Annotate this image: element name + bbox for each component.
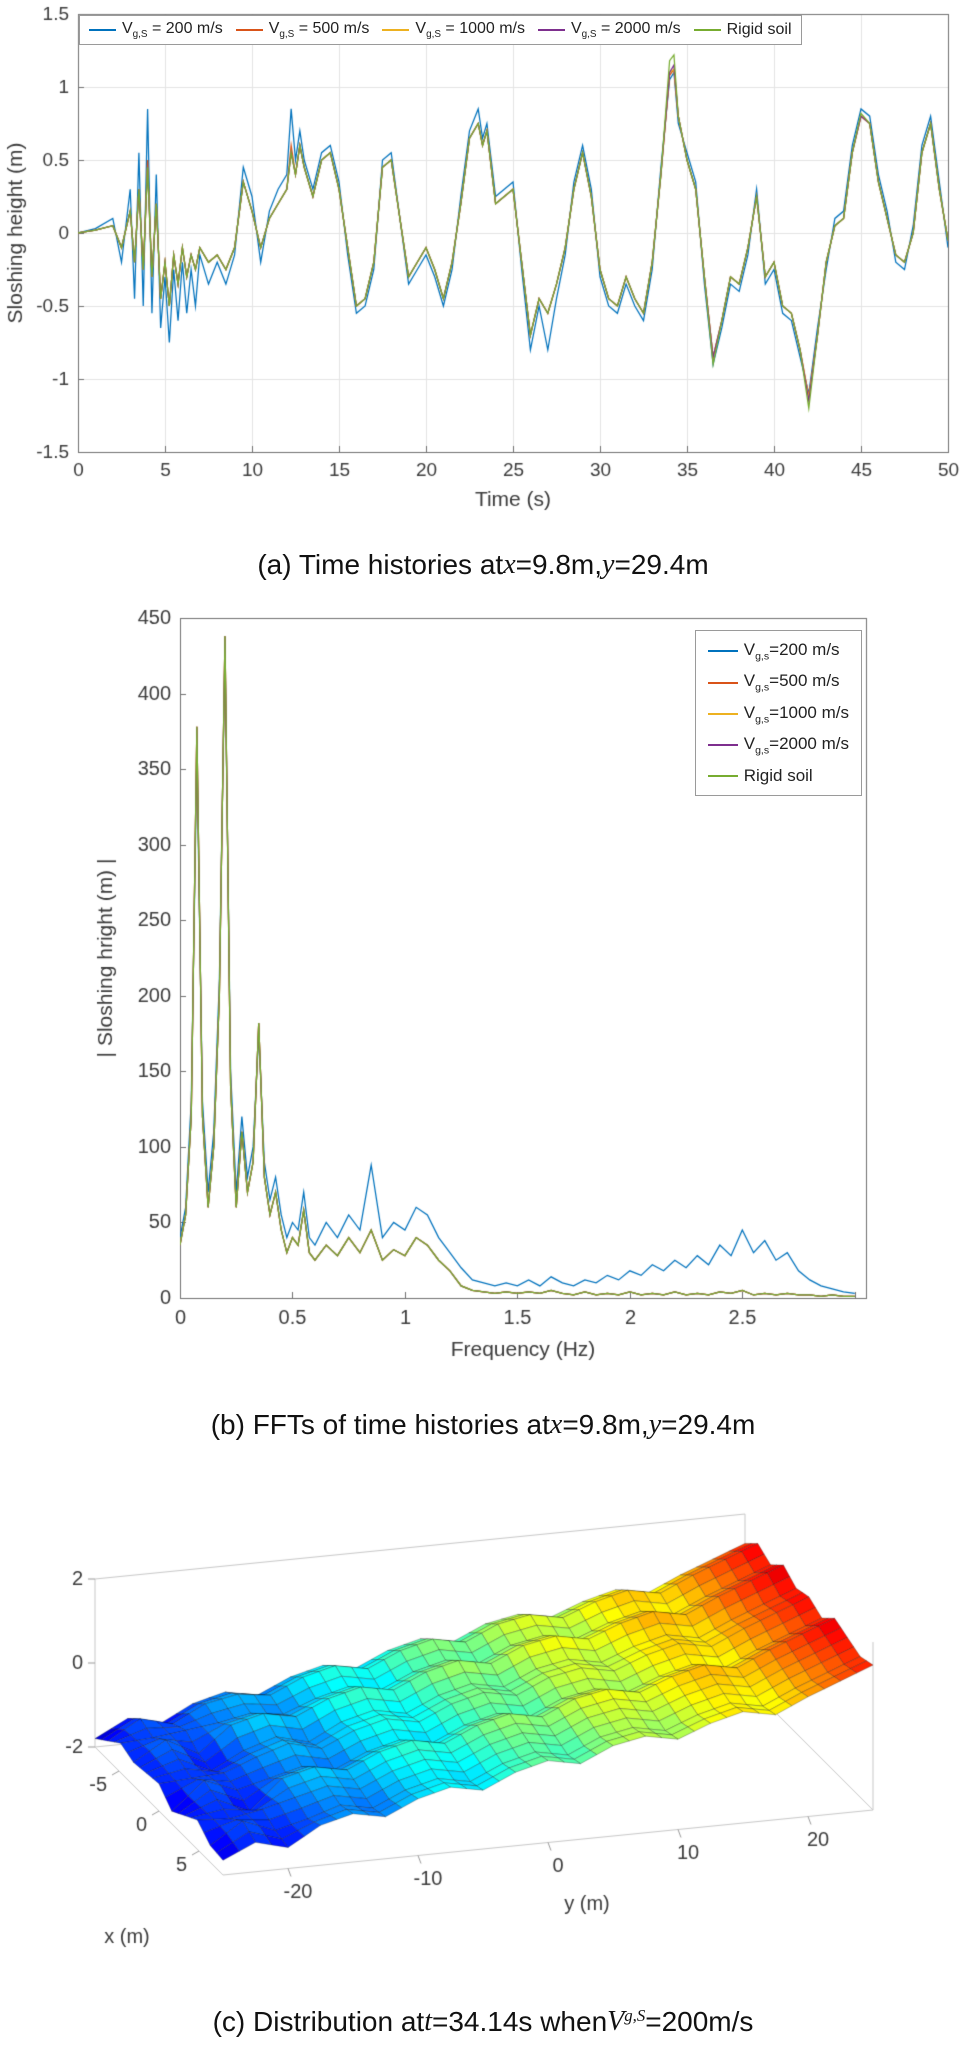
caption-text: x <box>503 549 516 580</box>
legend-entry: Rigid soil <box>707 765 813 786</box>
legend-line-swatch <box>707 774 738 777</box>
legend-line-swatch <box>235 29 263 32</box>
caption-text: (b) FFTs of time histories at <box>210 1409 550 1440</box>
legend-line-swatch <box>707 712 738 715</box>
legend-entry: Vg,S = 500 m/s <box>235 20 370 41</box>
caption-text: =200m/s <box>645 2006 754 2037</box>
caption-text: =9.8m, <box>562 1409 649 1440</box>
legend-entry: Rigid soil <box>693 21 792 39</box>
legend-label: Vg,S = 2000 m/s <box>571 20 681 41</box>
legend-entry: Vg,S = 200 m/s <box>89 20 223 40</box>
legend-entry: Vg,S = 1000 m/s <box>382 20 525 40</box>
caption-text: y <box>602 549 615 580</box>
caption-text: y <box>648 1409 662 1440</box>
legend-line-swatch <box>693 29 721 32</box>
legend-entry: Vg,S = 2000 m/s <box>538 20 681 40</box>
legend-line-swatch <box>538 29 565 32</box>
caption-text: g,S <box>624 2006 646 2025</box>
caption-a: (a) Time histories at x =9.8m, y =29.4m <box>0 530 966 600</box>
caption-text: (c) Distribution at <box>212 2006 425 2037</box>
caption-text: x <box>549 1409 563 1440</box>
caption-b: (b) FFTs of time histories at x =9.8m, y =… <box>0 1390 966 1460</box>
legend-label: Vg,s=1000 m/s <box>743 702 849 726</box>
time-history-panel: Vg,S = 200 m/s Vg,S = 500 m/s Vg,S = 1000 … <box>0 0 966 530</box>
surface-chart <box>0 1460 966 2000</box>
legend-label: Vg,s=200 m/s <box>743 640 840 663</box>
legend-line-swatch <box>382 29 410 32</box>
legend-line-swatch <box>707 650 738 653</box>
legend-entry: Vg,s=200 m/s <box>707 640 840 663</box>
fft-legend: Vg,s=200 m/s Vg,s=500 m/s Vg,s=1000 m/s Vg,… <box>694 630 862 796</box>
caption-text: t <box>424 2006 432 2037</box>
legend-line-swatch <box>707 681 738 684</box>
caption-text: (a) Time histories at <box>257 549 504 580</box>
legend-label: Vg,S = 200 m/s <box>122 20 223 41</box>
legend-label: Vg,S = 1000 m/s <box>415 20 525 41</box>
legend-label: Rigid soil <box>726 21 792 39</box>
legend-entry: Vg,s=500 m/s <box>707 671 840 694</box>
legend-line-swatch <box>707 744 738 747</box>
caption-text: =29.4m <box>661 1409 756 1440</box>
legend-label: Vg,S = 500 m/s <box>268 20 370 41</box>
surface-panel <box>0 1460 966 2000</box>
legend-entry: Vg,s=2000 m/s <box>707 734 849 757</box>
caption-text: =34.14s when <box>432 2006 608 2037</box>
legend-label: Vg,s=500 m/s <box>743 671 840 694</box>
caption-text: =9.8m, <box>515 549 603 580</box>
legend-line-swatch <box>89 29 116 32</box>
legend-entry: Vg,s=1000 m/s <box>707 702 849 726</box>
fft-panel: Vg,s=200 m/s Vg,s=500 m/s Vg,s=1000 m/s Vg,… <box>0 600 966 1390</box>
caption-text: =29.4m <box>614 549 709 580</box>
legend-label: Rigid soil <box>743 765 813 785</box>
legend-label: Vg,s=2000 m/s <box>743 734 849 757</box>
time-history-chart <box>0 0 966 530</box>
caption-text: V <box>607 2006 625 2037</box>
time-history-legend: Vg,S = 200 m/s Vg,S = 500 m/s Vg,S = 1000 … <box>79 15 802 46</box>
